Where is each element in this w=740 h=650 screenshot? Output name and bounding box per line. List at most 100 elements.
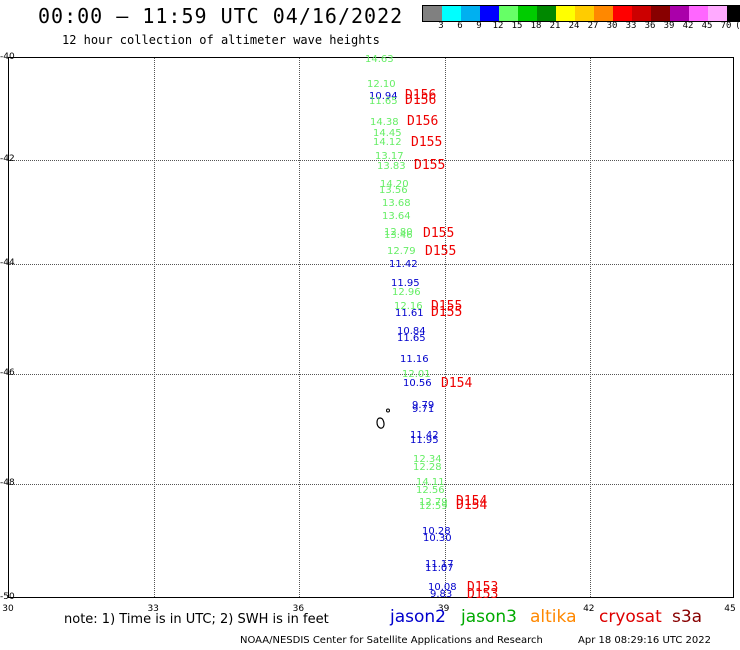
legend-item-jason2: jason2 xyxy=(390,607,446,627)
wave-height-value: 11.61 xyxy=(395,308,424,319)
wave-height-value: 11.42 xyxy=(389,259,418,270)
latitude-tick-label: -48 xyxy=(0,478,15,488)
longitude-tick-label: 45 xyxy=(724,604,736,614)
generated-timestamp: Apr 18 08:29:16 UTC 2022 xyxy=(578,635,711,646)
latitude-tick-label: -50 xyxy=(0,592,15,602)
wave-height-value: 12.34 xyxy=(413,454,442,465)
wave-height-value: 12.10 xyxy=(367,79,396,90)
latitude-tick-label: -42 xyxy=(0,154,15,164)
track-id-label: D155 xyxy=(431,305,463,320)
track-id-label: D155 xyxy=(411,135,443,150)
wave-height-value: 9.83 xyxy=(430,589,453,600)
color-swatch xyxy=(670,6,689,21)
wave-height-value: 12.16 xyxy=(394,301,423,312)
wave-height-value: 12.28 xyxy=(413,462,442,473)
legend-item-s3a: s3a xyxy=(672,607,703,627)
color-swatch xyxy=(613,6,632,21)
track-id-label: D156 xyxy=(405,93,437,108)
wave-height-value: 10.84 xyxy=(397,326,426,337)
wave-height-value: 14.11 xyxy=(416,477,445,488)
wave-height-value: 12.80 xyxy=(384,227,413,238)
longitude-tick-label: 30 xyxy=(2,604,14,614)
wave-height-value: 12.96 xyxy=(392,287,421,298)
color-swatch xyxy=(727,6,740,21)
color-scale-label: (ft) xyxy=(735,21,740,31)
longitude-gridline xyxy=(299,58,301,597)
color-scale-label: 33 xyxy=(625,21,637,31)
color-scale-label: 6 xyxy=(457,21,463,31)
wave-height-value: 9.79 xyxy=(412,400,435,411)
color-swatch xyxy=(480,6,499,21)
wave-height-value: 14.20 xyxy=(380,179,409,190)
color-swatch xyxy=(423,6,442,21)
wave-height-value: 12.56 xyxy=(416,485,445,496)
latitude-gridline xyxy=(9,374,733,375)
wave-height-value: 12.59 xyxy=(419,501,448,512)
color-scale-label: 12 xyxy=(492,21,504,31)
color-swatch xyxy=(594,6,613,21)
color-scale-label: 21 xyxy=(549,21,561,31)
wave-height-value: 12.01 xyxy=(402,369,431,380)
wave-height-value: 13.17 xyxy=(375,151,404,162)
latitude-tick-label: -46 xyxy=(0,368,15,378)
track-id-label: D153 xyxy=(467,580,499,595)
track-id-label: D154 xyxy=(456,494,488,509)
wave-height-value: 13.64 xyxy=(382,211,411,222)
track-id-label: D153 xyxy=(467,587,499,602)
wave-height-value: 10.56 xyxy=(403,378,432,389)
longitude-tick-label: 42 xyxy=(583,604,595,614)
latitude-tick-label: -40 xyxy=(0,52,15,62)
color-swatch xyxy=(537,6,556,21)
latitude-tick-label: -44 xyxy=(0,258,15,268)
wave-height-value: 14.63 xyxy=(365,54,394,65)
wave-height-value: 11.16 xyxy=(400,354,429,365)
wave-height-value: 12.79 xyxy=(419,497,448,508)
legend-item-altika: altika xyxy=(530,607,577,627)
track-id-label: D155 xyxy=(423,226,455,241)
page-subtitle: 12 hour collection of altimeter wave hei… xyxy=(62,33,380,47)
wave-height-value: 10.08 xyxy=(428,582,457,593)
color-scale-label: 42 xyxy=(682,21,694,31)
track-id-label: D155 xyxy=(414,158,446,173)
latitude-gridline xyxy=(9,484,733,485)
track-id-label: D155 xyxy=(425,244,457,259)
wave-height-value: 11.17 xyxy=(425,559,454,570)
color-scale-label: 30 xyxy=(606,21,618,31)
wave-height-value: 11.07 xyxy=(425,563,454,574)
longitude-tick-label: 36 xyxy=(292,604,305,614)
map-plot-area xyxy=(8,57,734,598)
wave-height-value: 12.79 xyxy=(387,246,416,257)
color-swatch xyxy=(575,6,594,21)
wave-height-value: 14.38 xyxy=(370,117,399,128)
footer-note: note: 1) Time is in UTC; 2) SWH is in fe… xyxy=(64,612,329,627)
track-id-label: D155 xyxy=(431,299,463,314)
wave-height-value: 11.65 xyxy=(397,333,426,344)
wave-height-value: 11.95 xyxy=(410,435,439,446)
wave-height-color-scale xyxy=(422,5,740,22)
longitude-gridline xyxy=(444,58,446,597)
longitude-gridline xyxy=(589,58,591,597)
wave-height-value: 11.42 xyxy=(410,430,439,441)
color-swatch xyxy=(651,6,670,21)
color-swatch xyxy=(632,6,651,21)
wave-height-value: 14.12 xyxy=(373,137,402,148)
track-id-label: D154 xyxy=(456,498,488,513)
color-scale-label: 36 xyxy=(644,21,656,31)
color-swatch xyxy=(518,6,537,21)
wave-height-value: 13.83 xyxy=(377,161,406,172)
color-swatch xyxy=(689,6,708,21)
track-id-label: D154 xyxy=(441,376,473,391)
wave-height-value: 11.95 xyxy=(391,278,420,289)
color-scale-label: 45 xyxy=(701,21,713,31)
track-id-label: D156 xyxy=(407,114,439,129)
longitude-tick-label: 39 xyxy=(437,604,450,614)
wave-height-value: 9.71 xyxy=(412,404,435,415)
wave-height-value: 11.65 xyxy=(369,96,398,107)
color-scale-label: 18 xyxy=(530,21,542,31)
longitude-tick-label: 33 xyxy=(147,604,159,614)
latitude-gridline xyxy=(9,160,733,161)
color-swatch xyxy=(499,6,518,21)
color-scale-label: 27 xyxy=(587,21,599,31)
wave-height-value: 10.30 xyxy=(423,533,452,544)
